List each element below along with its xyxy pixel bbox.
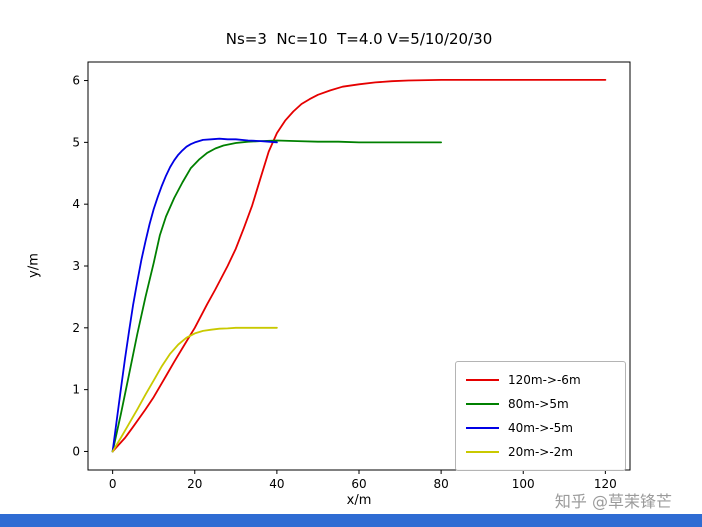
y-axis-label: y/m xyxy=(26,253,42,278)
legend-label: 120m->-6m xyxy=(508,373,581,387)
legend-line-sample xyxy=(466,427,499,429)
legend-label: 20m->-2m xyxy=(508,445,573,459)
x-tick-label: 20 xyxy=(187,477,202,491)
legend: 120m->-6m 80m->5m 40m->-5m 20m->-2m xyxy=(455,361,626,471)
x-tick-label: 60 xyxy=(351,477,366,491)
legend-line-sample xyxy=(466,451,499,453)
y-tick-label: 4 xyxy=(72,197,80,211)
legend-entry: 20m->-2m xyxy=(466,442,615,462)
x-tick-label: 120 xyxy=(594,477,617,491)
y-tick-label: 5 xyxy=(72,135,80,149)
y-tick-label: 0 xyxy=(72,444,80,458)
series-line-20m->-2m xyxy=(111,326,278,453)
legend-line-sample xyxy=(466,403,499,405)
y-tick-label: 1 xyxy=(72,383,80,397)
x-tick-label: 0 xyxy=(109,477,117,491)
legend-entry: 40m->-5m xyxy=(466,418,615,438)
x-tick-label: 40 xyxy=(269,477,284,491)
y-tick-label: 3 xyxy=(72,259,80,273)
bottom-progress-bar xyxy=(0,514,702,527)
series-line-80m->5m xyxy=(111,139,443,453)
legend-label: 80m->5m xyxy=(508,397,569,411)
x-tick-label: 100 xyxy=(512,477,535,491)
series-line-40m->-5m xyxy=(111,137,278,453)
legend-entry: 80m->5m xyxy=(466,394,615,414)
legend-line-sample xyxy=(466,379,499,381)
y-tick-label: 2 xyxy=(72,321,80,335)
watermark: 知乎 @草茉锋芒 xyxy=(554,492,672,511)
x-axis-label: x/m xyxy=(346,493,372,508)
y-tick-label: 6 xyxy=(72,74,80,88)
chart-title: Ns=3 Nc=10 T=4.0 V=5/10/20/30 xyxy=(225,30,493,48)
x-tick-label: 80 xyxy=(433,477,448,491)
legend-label: 40m->-5m xyxy=(508,421,573,435)
legend-entry: 120m->-6m xyxy=(466,370,615,390)
